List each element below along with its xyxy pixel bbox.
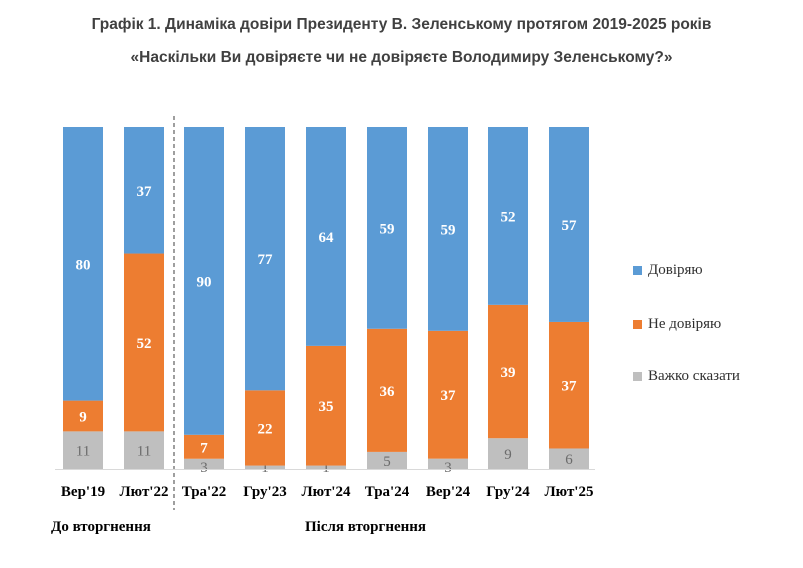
legend-label: Довіряю <box>648 261 703 278</box>
data-label-distrust-8: 37 <box>562 379 578 395</box>
category-label-3: Гру'23 <box>243 484 286 500</box>
bar-distrust-1 <box>124 253 164 432</box>
data-label-distrust-1: 52 <box>137 336 152 352</box>
legend-swatch <box>633 371 642 381</box>
data-label-trust-2: 90 <box>197 274 212 290</box>
bar-hard-7 <box>488 438 528 469</box>
data-label-hard-8: 6 <box>565 452 573 468</box>
data-label-hard-4: 1 <box>322 460 330 476</box>
category-label-2: Тра'22 <box>182 484 226 500</box>
data-label-distrust-0: 9 <box>79 409 87 425</box>
bar-hard-5 <box>367 451 407 469</box>
bar-trust-2 <box>184 127 224 435</box>
data-label-trust-4: 64 <box>319 230 335 246</box>
chart-title: Графік 1. Динаміка довіри Президенту В. … <box>91 16 712 33</box>
data-label-hard-3: 1 <box>261 460 269 476</box>
category-label-6: Вер'24 <box>426 484 471 500</box>
data-label-distrust-5: 36 <box>380 384 396 400</box>
bar-distrust-6 <box>428 330 468 459</box>
category-label-4: Лют'24 <box>302 484 351 500</box>
legend-swatch <box>633 319 642 329</box>
data-label-distrust-3: 22 <box>258 421 273 437</box>
bar-trust-3 <box>245 127 285 391</box>
bar-distrust-4 <box>306 345 346 466</box>
legend-swatch <box>633 265 642 275</box>
bar-trust-0 <box>63 127 103 401</box>
bar-distrust-0 <box>63 400 103 432</box>
data-label-trust-0: 80 <box>76 257 91 273</box>
data-label-trust-7: 52 <box>501 209 516 225</box>
category-label-0: Вер'19 <box>61 484 105 500</box>
category-label-7: Гру'24 <box>486 484 530 500</box>
category-label-5: Тра'24 <box>365 484 410 500</box>
legend-label: Не довіряю <box>648 315 722 332</box>
data-label-trust-1: 37 <box>137 184 153 200</box>
category-label-1: Лют'22 <box>120 484 169 500</box>
bar-distrust-5 <box>367 328 407 452</box>
bar-hard-1 <box>124 431 164 469</box>
bar-hard-2 <box>184 458 224 469</box>
bar-trust-1 <box>124 127 164 254</box>
legend-item-distrust: Не довіряю <box>633 315 721 333</box>
legend-item-hard: Важко сказати <box>633 367 740 385</box>
bar-hard-0 <box>63 431 103 469</box>
legend-item-trust: Довіряю <box>633 261 703 279</box>
data-label-distrust-7: 39 <box>501 365 516 381</box>
bar-hard-6 <box>428 458 468 469</box>
bar-hard-8 <box>549 448 589 469</box>
data-label-distrust-2: 7 <box>200 440 208 456</box>
bar-trust-4 <box>306 127 346 346</box>
data-label-trust-5: 59 <box>380 221 395 237</box>
bar-trust-5 <box>367 127 407 329</box>
chart-subtitle: «Наскільки Ви довіряєте чи не довіряєте … <box>130 49 673 66</box>
bar-distrust-2 <box>184 434 224 459</box>
bar-trust-6 <box>428 127 468 331</box>
bar-trust-7 <box>488 127 528 305</box>
bar-distrust-3 <box>245 390 285 466</box>
category-label-8: Лют'25 <box>545 484 594 500</box>
data-label-distrust-6: 37 <box>441 388 457 404</box>
bar-distrust-8 <box>549 321 589 449</box>
bar-hard-4 <box>306 465 346 469</box>
data-label-trust-8: 57 <box>562 218 578 234</box>
bar-distrust-7 <box>488 304 528 439</box>
data-label-hard-0: 11 <box>76 444 90 460</box>
bar-trust-8 <box>549 127 589 322</box>
data-label-hard-5: 5 <box>383 454 391 470</box>
data-label-hard-2: 3 <box>200 460 208 476</box>
group-label-before: До вторгнення <box>51 519 151 535</box>
group-label-after: Після вторгнення <box>305 519 427 535</box>
data-label-hard-6: 3 <box>444 460 452 476</box>
data-label-trust-6: 59 <box>441 222 456 238</box>
data-label-distrust-4: 35 <box>319 399 334 415</box>
data-label-trust-3: 77 <box>258 252 274 268</box>
data-label-hard-7: 9 <box>504 447 512 463</box>
data-label-hard-1: 11 <box>137 444 151 460</box>
bar-hard-3 <box>245 465 285 469</box>
legend-label: Важко сказати <box>648 367 740 384</box>
